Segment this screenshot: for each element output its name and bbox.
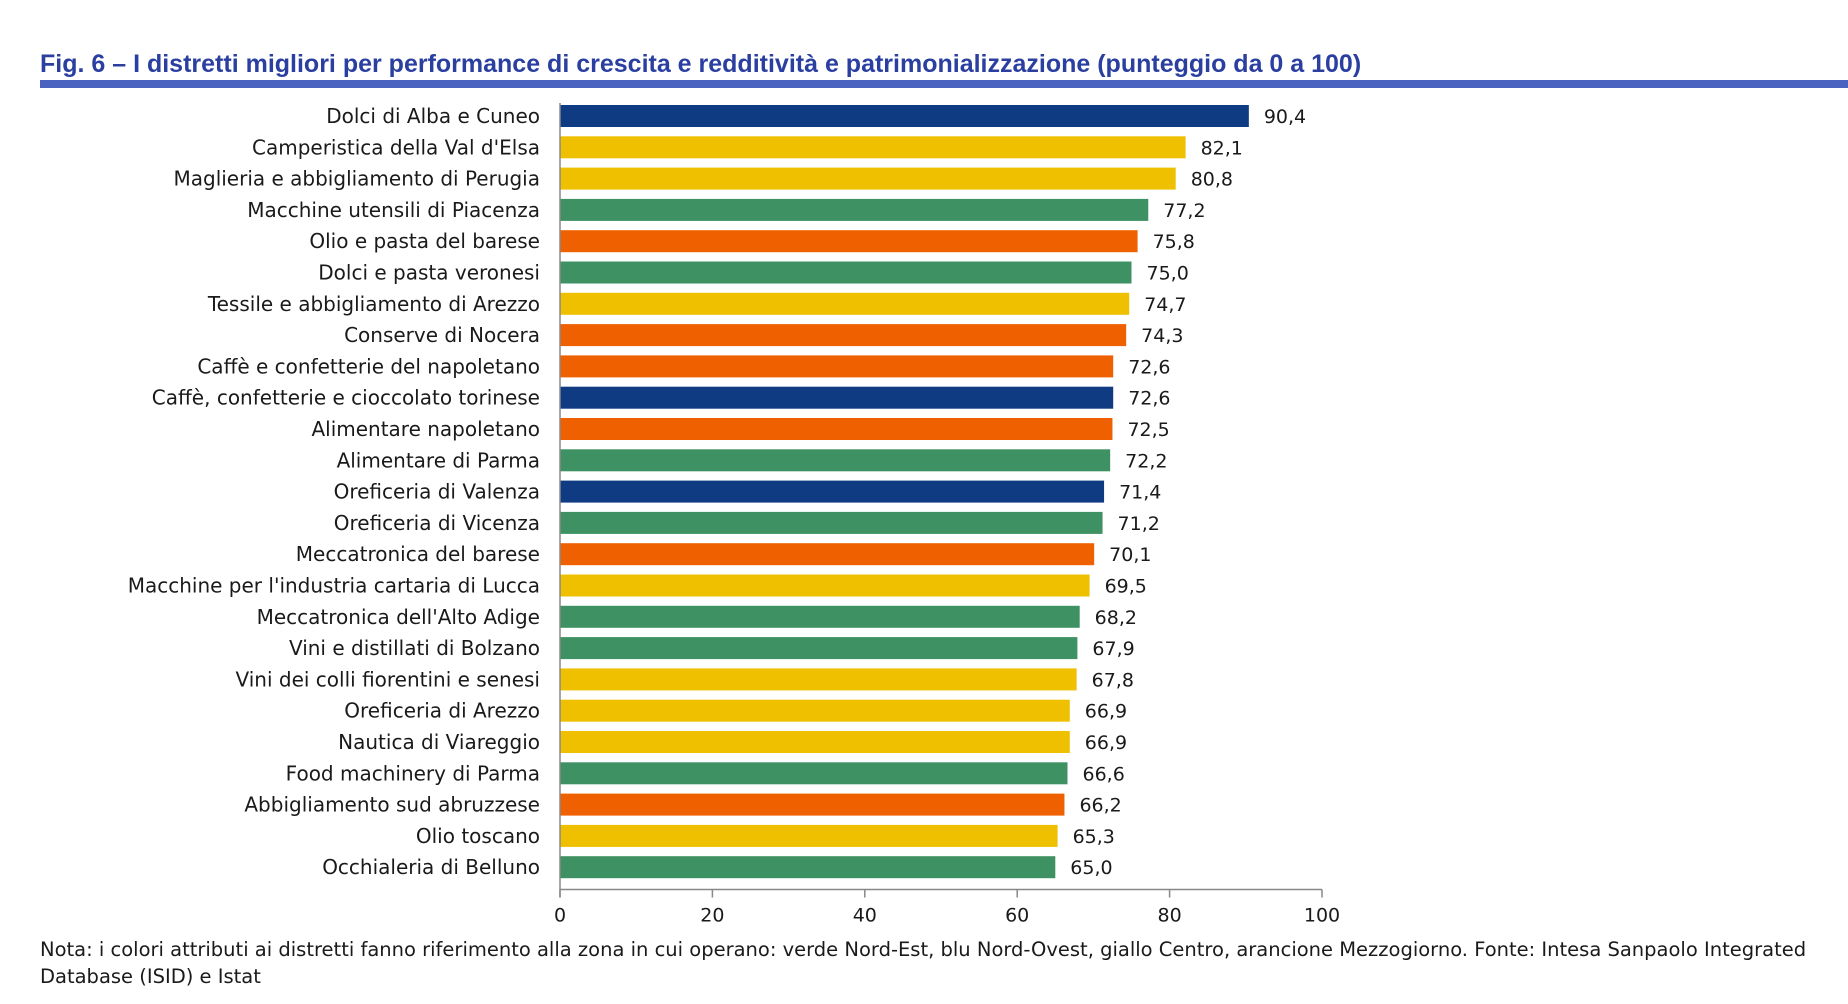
category-label: Conserve di Nocera xyxy=(344,323,540,347)
x-tick-label: 20 xyxy=(700,905,724,926)
bar xyxy=(560,668,1077,691)
bar xyxy=(560,261,1132,284)
value-label: 74,3 xyxy=(1141,325,1183,347)
value-label: 68,2 xyxy=(1095,607,1137,629)
category-label: Olio toscano xyxy=(416,824,540,848)
category-label: Vini e distillati di Bolzano xyxy=(289,636,540,660)
bar xyxy=(560,324,1127,347)
category-label: Olio e pasta del barese xyxy=(309,229,540,253)
bar xyxy=(560,292,1130,315)
title-rule xyxy=(40,80,1848,88)
category-label: Meccatronica del barese xyxy=(296,542,540,566)
category-label: Maglieria e abbigliamento di Perugia xyxy=(173,167,540,191)
category-label: Caffè e confetterie del napoletano xyxy=(197,354,540,378)
bar xyxy=(560,230,1138,253)
bar xyxy=(560,355,1114,378)
x-tick-label: 40 xyxy=(853,905,877,926)
category-label: Tessile e abbigliamento di Arezzo xyxy=(207,292,540,316)
x-tick-label: 60 xyxy=(1005,905,1029,926)
bar xyxy=(560,637,1078,660)
bar xyxy=(560,167,1176,190)
value-label: 72,5 xyxy=(1127,419,1169,441)
value-label: 70,1 xyxy=(1109,544,1151,566)
bar xyxy=(560,198,1149,221)
category-label: Oreficeria di Vicenza xyxy=(334,511,540,535)
value-label: 80,8 xyxy=(1191,169,1233,191)
x-tick-label: 80 xyxy=(1158,905,1182,926)
bar xyxy=(560,699,1070,722)
category-label: Abbigliamento sud abruzzese xyxy=(244,793,540,817)
chart-title: Fig. 6 – I distretti migliori per perfor… xyxy=(40,50,1362,78)
x-tick-label: 100 xyxy=(1304,905,1340,926)
category-label: Food machinery di Parma xyxy=(286,761,540,785)
value-label: 75,0 xyxy=(1147,263,1189,285)
category-label: Oreficeria di Arezzo xyxy=(344,699,540,723)
category-label: Oreficeria di Valenza xyxy=(334,480,540,504)
category-label: Alimentare di Parma xyxy=(337,448,540,472)
bar xyxy=(560,386,1114,409)
category-label: Caffè, confetterie e cioccolato torinese xyxy=(152,386,540,410)
category-label: Meccatronica dell'Alto Adige xyxy=(257,605,540,629)
value-label: 82,1 xyxy=(1201,137,1243,159)
value-label: 77,2 xyxy=(1163,200,1205,222)
bar xyxy=(560,605,1080,628)
category-label: Camperistica della Val d'Elsa xyxy=(252,135,540,159)
value-label: 69,5 xyxy=(1105,576,1147,598)
value-label: 66,9 xyxy=(1085,701,1127,723)
bar xyxy=(560,762,1068,785)
category-label: Occhialeria di Belluno xyxy=(322,855,540,879)
bar xyxy=(560,793,1065,816)
category-label: Dolci di Alba e Cuneo xyxy=(326,104,540,128)
value-label: 71,4 xyxy=(1119,482,1161,504)
bar-chart: Dolci di Alba e Cuneo 90,4 Camperistica de… xyxy=(128,103,1340,926)
category-label: Macchine utensili di Piacenza xyxy=(247,198,540,222)
bar xyxy=(560,480,1105,503)
value-label: 75,8 xyxy=(1153,231,1195,253)
chart-note: Nota: i colori attributi ai distretti fa… xyxy=(40,938,1807,988)
value-label: 67,9 xyxy=(1092,638,1134,660)
value-label: 66,6 xyxy=(1082,763,1124,785)
value-label: 72,6 xyxy=(1128,388,1170,410)
category-label: Macchine per l'industria cartaria di Luc… xyxy=(128,574,540,598)
x-tick-label: 0 xyxy=(554,905,566,926)
bar xyxy=(560,856,1056,879)
bar xyxy=(560,449,1111,472)
bar xyxy=(560,543,1095,566)
bar xyxy=(560,824,1058,847)
bar xyxy=(560,511,1103,534)
value-label: 72,6 xyxy=(1128,356,1170,378)
bar xyxy=(560,105,1249,127)
value-label: 66,9 xyxy=(1085,732,1127,754)
value-label: 71,2 xyxy=(1118,513,1160,535)
bar xyxy=(560,418,1113,440)
value-label: 65,3 xyxy=(1073,826,1115,848)
value-label: 72,2 xyxy=(1125,450,1167,472)
category-label: Vini dei colli fiorentini e senesi xyxy=(236,667,541,691)
value-label: 74,7 xyxy=(1144,294,1186,316)
value-label: 66,2 xyxy=(1079,795,1121,817)
bar xyxy=(560,574,1090,597)
bar xyxy=(560,136,1186,159)
category-label: Dolci e pasta veronesi xyxy=(318,261,540,285)
category-label: Alimentare napoletano xyxy=(311,417,540,441)
value-label: 90,4 xyxy=(1264,106,1306,128)
value-label: 67,8 xyxy=(1092,669,1134,691)
category-label: Nautica di Viareggio xyxy=(338,730,540,754)
bar xyxy=(560,731,1070,753)
value-label: 65,0 xyxy=(1070,857,1112,879)
